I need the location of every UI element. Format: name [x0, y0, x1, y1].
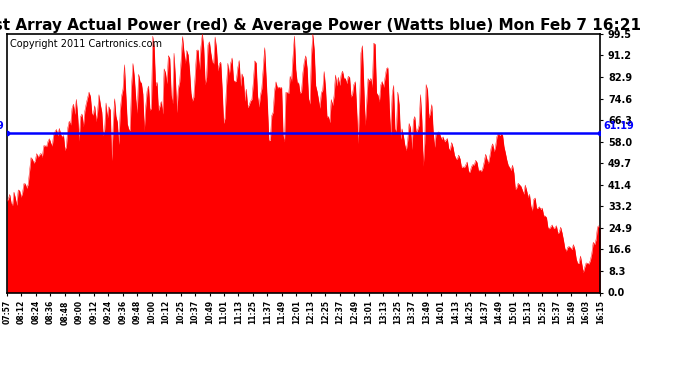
Title: West Array Actual Power (red) & Average Power (Watts blue) Mon Feb 7 16:21: West Array Actual Power (red) & Average … — [0, 18, 640, 33]
Text: 61.19: 61.19 — [0, 121, 4, 131]
Text: 61.19: 61.19 — [603, 121, 634, 131]
Text: Copyright 2011 Cartronics.com: Copyright 2011 Cartronics.com — [10, 39, 162, 49]
